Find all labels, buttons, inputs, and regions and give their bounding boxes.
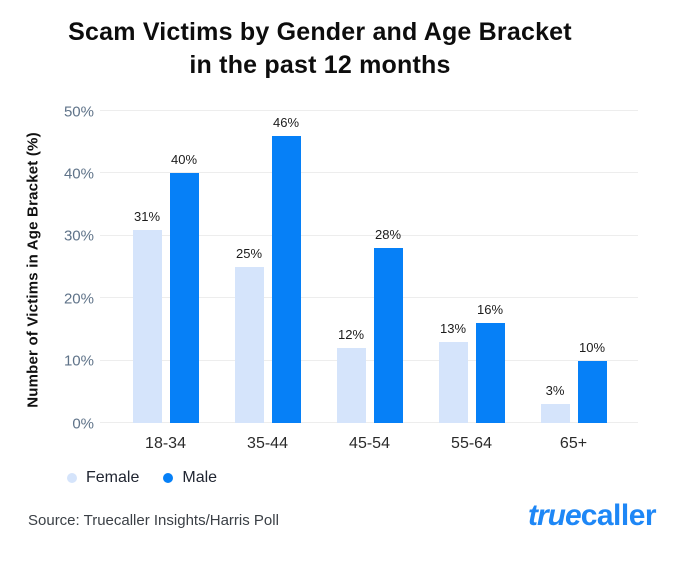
female-legend-dot [67,473,77,483]
bar-group-18-34: 31% 40% [132,111,199,423]
y-tick-label: 50% [63,103,94,120]
chart-title: Scam Victims by Gender and Age Bracket i… [0,16,640,82]
y-tick-label: 40% [63,165,94,183]
bar-value-label: 25% [235,246,263,261]
bar-value-label: 16% [476,302,504,318]
bar-value-label: 10% [578,339,606,355]
bar-column-male-45-54: 28% [373,111,403,423]
bar-value-label: 40% [170,152,198,168]
bar-column-female-35-44: 25% [234,111,264,423]
gridline-50% [100,110,638,111]
bar-group-35-44: 25% 46% [234,111,301,423]
male-legend-dot [163,473,174,483]
truecaller-logo-true: true [528,499,582,532]
y-axis-tick-labels: 0% 10% 20% 30% 40% 50% [0,103,94,432]
y-tick-label: 10% [63,352,94,370]
bar-column-female-45-54: 12% [336,111,366,423]
bar-value-label: 13% [439,320,467,336]
x-tick-label-35-44: 35-44 [247,435,288,452]
x-tick-label-18-34: 18-34 [145,435,186,452]
chart-title-line2: in the past 12 months [189,51,451,79]
bar-column-female-18-34: 31% [132,111,162,423]
x-tick-label-45-54: 45-54 [349,435,390,452]
bar-column-female-55-64: 13% [438,111,468,423]
gridline-30% [100,234,638,236]
gridline-20% [100,297,638,299]
bar-column-male-18-34: 40% [169,111,199,423]
male-bar [475,323,505,423]
x-tick-label-55-64: 55-64 [451,435,492,452]
male-bar [169,173,199,423]
female-bar [540,404,570,423]
female-legend-label: Female [86,469,140,486]
bar-column-female-65+: 3% [540,111,570,423]
bar-column-male-65+: 10% [577,111,607,423]
gridline-10% [100,359,638,361]
truecaller-logo: truecaller [528,499,657,533]
male-legend-label: Male [182,469,218,486]
female-bar [234,267,264,423]
truecaller-logo-caller: caller [580,499,657,532]
bar-group-65+: 3% 10% [540,111,607,423]
bar-value-label: 12% [337,327,365,343]
male-bar [577,360,607,423]
male-bar [373,248,403,423]
bar-column-male-35-44: 46% [271,111,301,423]
male-bar [271,135,301,423]
source-attribution: Source: Truecaller Insights/Harris Poll [28,512,279,529]
x-tick-label-65+: 65+ [559,435,588,452]
gridline-0% [100,422,638,423]
female-bar [438,341,468,423]
female-bar [132,229,162,423]
bar-value-label: 28% [374,227,402,243]
y-tick-label: 20% [63,290,94,308]
bar-group-55-64: 13% 16% [438,111,505,423]
bar-value-label: 31% [133,208,161,224]
bar-group-45-54: 12% 28% [336,111,403,423]
female-bar [336,348,366,423]
legend: Female Male [67,469,217,487]
y-tick-label: 30% [63,227,94,245]
bar-value-label: 46% [272,114,300,130]
chart-title-line1: Scam Victims by Gender and Age Bracket [68,18,572,46]
plot-area: 31% 40% 18-34 25% 46% 35-44 12% 28% 45-54 13% 16% 5… [100,110,638,452]
y-tick-label: 0% [72,415,94,432]
bar-value-label: 3% [545,383,565,399]
legend-item-female: Female [67,469,139,487]
legend-item-male: Male [163,469,217,487]
gridline-40% [100,172,638,174]
bar-column-male-55-64: 16% [475,111,505,423]
